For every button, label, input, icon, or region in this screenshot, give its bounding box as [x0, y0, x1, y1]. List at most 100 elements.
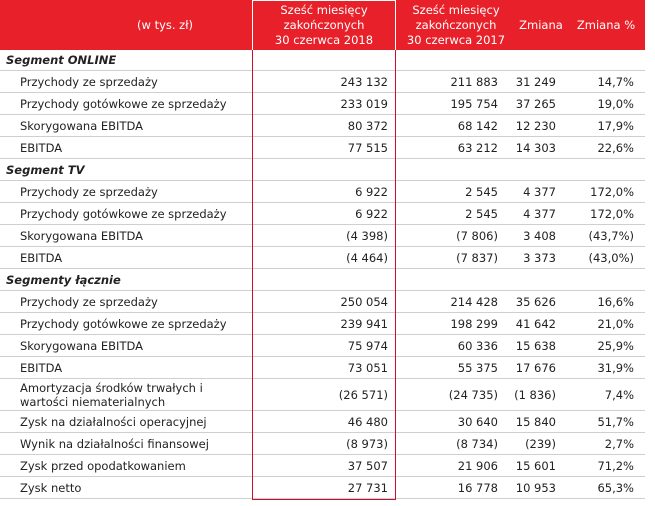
header-cell: Zmiana %: [576, 17, 636, 32]
value-cell: (4 398): [346, 229, 388, 243]
value-cell: 233 019: [340, 97, 388, 111]
row-separator: [0, 410, 645, 411]
value-cell: 41 642: [515, 317, 556, 331]
value-cell: (43,0%): [588, 251, 634, 265]
value-cell: 21 906: [457, 459, 498, 473]
row-separator: [0, 356, 645, 357]
section-title: Segment ONLINE: [6, 53, 117, 67]
row-separator: [0, 312, 645, 313]
value-cell: 60 336: [457, 339, 498, 353]
value-cell: 19,0%: [597, 97, 634, 111]
value-cell: 37 507: [347, 459, 388, 473]
value-cell: 214 428: [450, 295, 498, 309]
row-label: Skorygowana EBITDA: [20, 119, 143, 133]
value-cell: 243 132: [340, 75, 388, 89]
value-cell: 55 375: [457, 361, 498, 375]
value-cell: 65,3%: [597, 481, 634, 495]
value-cell: (7 806): [456, 229, 498, 243]
value-cell: 15 638: [515, 339, 556, 353]
value-cell: 3 408: [523, 229, 556, 243]
value-cell: 31,9%: [597, 361, 634, 375]
section-title: Segment TV: [6, 163, 85, 177]
value-cell: 4 377: [523, 185, 556, 199]
value-cell: 63 212: [457, 141, 498, 155]
value-cell: (4 464): [346, 251, 388, 265]
row-label: Amortyzacja środków trwałych i wartości …: [20, 381, 203, 409]
value-cell: 3 373: [523, 251, 556, 265]
value-cell: (1 836): [514, 388, 556, 402]
value-cell: 75 974: [347, 339, 388, 353]
value-cell: 21,0%: [597, 317, 634, 331]
row-separator: [0, 70, 645, 71]
value-cell: 239 941: [340, 317, 388, 331]
value-cell: 6 922: [355, 185, 388, 199]
row-label: Przychody ze sprzedaży: [20, 75, 158, 89]
value-cell: 68 142: [457, 119, 498, 133]
header-cell: Zmiana: [519, 17, 563, 32]
value-cell: 31 249: [515, 75, 556, 89]
value-cell: 22,6%: [597, 141, 634, 155]
row-separator: [0, 136, 645, 137]
row-separator: [0, 476, 645, 477]
value-cell: 15 601: [515, 459, 556, 473]
row-label: Skorygowana EBITDA: [20, 229, 143, 243]
value-cell: 73 051: [347, 361, 388, 375]
value-cell: 25,9%: [597, 339, 634, 353]
header-cell: Sześć miesięcy zakończonych 30 czerwca 2…: [406, 2, 506, 47]
value-cell: (26 571): [338, 388, 388, 402]
highlight-column-box: [252, 50, 396, 500]
row-separator: [0, 158, 645, 159]
value-cell: 14,7%: [597, 75, 634, 89]
value-cell: 77 515: [347, 141, 388, 155]
row-separator: [0, 432, 645, 433]
row-separator: [0, 224, 645, 225]
row-separator: [0, 180, 645, 181]
value-cell: 71,2%: [597, 459, 634, 473]
row-label: Zysk netto: [20, 481, 82, 495]
value-cell: 14 303: [515, 141, 556, 155]
row-label: Przychody gotówkowe ze sprzedaży: [20, 207, 227, 221]
value-cell: (8 734): [456, 437, 498, 451]
value-cell: 6 922: [355, 207, 388, 221]
row-label: Przychody ze sprzedaży: [20, 295, 158, 309]
value-cell: 17,9%: [597, 119, 634, 133]
row-separator: [0, 290, 645, 291]
value-cell: 198 299: [450, 317, 498, 331]
row-label: Wynik na działalności finansowej: [20, 437, 209, 451]
value-cell: 80 372: [347, 119, 388, 133]
highlight-header-box: [252, 0, 396, 50]
value-cell: 17 676: [515, 361, 556, 375]
header-cell: (w tys. zł): [137, 17, 193, 32]
value-cell: 250 054: [340, 295, 388, 309]
value-cell: 37 265: [515, 97, 556, 111]
row-separator: [0, 268, 645, 269]
value-cell: (24 735): [448, 388, 498, 402]
row-separator: [0, 498, 645, 499]
header-band: [0, 0, 645, 50]
value-cell: 2,7%: [604, 437, 634, 451]
value-cell: 30 640: [457, 415, 498, 429]
row-label: EBITDA: [20, 141, 63, 155]
header-cell: Sześć miesięcy zakończonych 30 czerwca 2…: [274, 2, 374, 47]
row-separator: [0, 202, 645, 203]
value-cell: 7,4%: [604, 388, 634, 402]
row-separator: [0, 378, 645, 379]
value-cell: (8 973): [346, 437, 388, 451]
section-title: Segmenty łącznie: [6, 273, 121, 287]
value-cell: (43,7%): [588, 229, 634, 243]
row-label: Skorygowana EBITDA: [20, 339, 143, 353]
value-cell: 195 754: [450, 97, 498, 111]
row-label: Zysk przed opodatkowaniem: [20, 459, 186, 473]
value-cell: 16,6%: [597, 295, 634, 309]
value-cell: 211 883: [450, 75, 498, 89]
row-separator: [0, 114, 645, 115]
value-cell: 46 480: [347, 415, 388, 429]
row-label: Zysk na działalności operacyjnej: [20, 415, 207, 429]
row-label: Przychody gotówkowe ze sprzedaży: [20, 97, 227, 111]
value-cell: 15 840: [515, 415, 556, 429]
value-cell: 51,7%: [597, 415, 634, 429]
row-label: Przychody gotówkowe ze sprzedaży: [20, 317, 227, 331]
value-cell: (7 837): [456, 251, 498, 265]
row-separator: [0, 334, 645, 335]
row-label: Przychody ze sprzedaży: [20, 185, 158, 199]
